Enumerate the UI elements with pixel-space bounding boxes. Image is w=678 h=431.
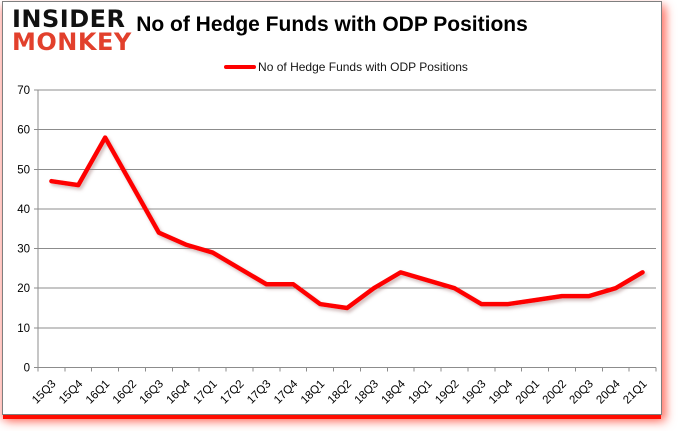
insider-monkey-logo: INSIDER MONKEY: [12, 5, 132, 56]
y-tick-label: 0: [24, 363, 30, 375]
x-tick-label: 20Q2: [541, 378, 569, 406]
x-tick-label: 16Q4: [165, 378, 194, 407]
logo-line-monkey: MONKEY: [12, 27, 132, 56]
legend-series-label: No of Hedge Funds with ODP Positions: [258, 60, 468, 74]
x-tick-label: 21Q1: [621, 378, 649, 406]
x-tick-label: 17Q4: [272, 378, 301, 407]
series-line: [49, 135, 645, 311]
y-tick-label: 50: [17, 164, 30, 176]
x-tick-label: 19Q1: [406, 378, 434, 406]
x-tick-label: 18Q3: [353, 378, 381, 406]
x-tick-label: 17Q2: [218, 378, 246, 406]
x-tick-label: 19Q4: [487, 378, 516, 407]
x-tick-label: 15Q3: [30, 378, 58, 406]
y-tick-label: 40: [17, 204, 30, 216]
chart-legend: No of Hedge Funds with ODP Positions: [3, 59, 661, 75]
logo-line-insider: INSIDER: [12, 5, 126, 33]
y-tick-label: 60: [17, 125, 30, 137]
chart-card: INSIDER MONKEY No of Hedge Funds with OD…: [2, 1, 662, 415]
x-axis-tick-labels: 15Q315Q416Q116Q216Q316Q417Q117Q217Q317Q4…: [30, 378, 650, 407]
chart-title: No of Hedge Funds with ODP Positions: [136, 13, 528, 36]
x-tick-label: 20Q1: [514, 378, 542, 406]
line-chart-plot-area: 01020304050607015Q315Q416Q116Q216Q316Q41…: [17, 85, 657, 407]
x-tick-label: 15Q4: [57, 378, 86, 407]
x-tick-label: 20Q4: [594, 378, 623, 407]
y-axis-tick-labels: 0 10 20 30 40 50 60 70: [17, 85, 30, 375]
legend-line-marker-icon: [224, 65, 257, 69]
y-tick-label: 30: [17, 244, 30, 256]
x-tick-label: 18Q4: [379, 378, 408, 407]
x-tick-label: 16Q1: [84, 378, 112, 406]
x-tick-label: 18Q1: [299, 378, 327, 406]
axes: [37, 90, 657, 372]
gridlines: [34, 89, 656, 368]
x-tick-label: 17Q1: [191, 378, 219, 406]
x-tick-label: 17Q3: [245, 378, 273, 406]
x-tick-label: 18Q2: [326, 378, 354, 406]
x-tick-label: 20Q3: [568, 378, 596, 406]
y-tick-label: 20: [17, 283, 30, 295]
y-tick-label: 10: [17, 323, 30, 335]
x-tick-label: 19Q2: [433, 378, 461, 406]
x-tick-label: 16Q2: [111, 378, 139, 406]
y-tick-label: 70: [17, 85, 30, 97]
x-tick-label: 19Q3: [460, 378, 488, 406]
x-tick-label: 16Q3: [138, 378, 166, 406]
